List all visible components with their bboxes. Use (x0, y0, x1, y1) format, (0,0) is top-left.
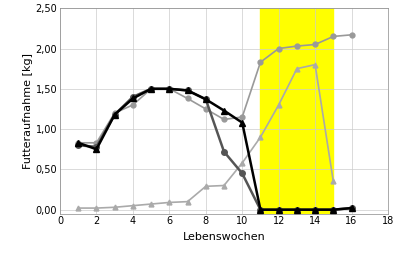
MAT Kontrolle (130, 95, 135, 99)
MAT Versuch (94, 148, 99, 151)
Kraftfutter Versuch (203, 185, 208, 188)
MAT Kontrolle (203, 98, 208, 101)
MAT Versuch (331, 208, 336, 211)
Kraftfutter Versuch (130, 204, 135, 207)
MAT Versuch (349, 206, 354, 210)
Kraftfutter Versuch (94, 206, 99, 210)
Kraftfutter Kontrolle (185, 97, 190, 100)
Kraftfutter Kontrolle (313, 43, 318, 46)
Kraftfutter Versuch (149, 202, 154, 206)
Kraftfutter Versuch (222, 184, 226, 187)
Kraftfutter Kontrolle (294, 44, 299, 48)
X-axis label: Lebenswochen: Lebenswochen (183, 232, 265, 242)
MAT Kontrolle (94, 145, 99, 149)
MAT Versuch (276, 208, 281, 211)
Kraftfutter Versuch (294, 67, 299, 70)
MAT Versuch (149, 87, 154, 90)
Kraftfutter Versuch (112, 206, 117, 209)
Line: MAT Versuch: MAT Versuch (76, 86, 354, 212)
MAT Kontrolle (76, 144, 81, 147)
MAT Versuch (222, 109, 226, 112)
Kraftfutter Kontrolle (94, 141, 99, 144)
Kraftfutter Kontrolle (149, 87, 154, 90)
MAT Versuch (258, 208, 263, 211)
Kraftfutter Kontrolle (349, 33, 354, 36)
Kraftfutter Kontrolle (76, 141, 81, 144)
Kraftfutter Kontrolle (258, 61, 263, 64)
MAT Versuch (167, 87, 172, 90)
Kraftfutter Kontrolle (240, 115, 245, 119)
MAT Kontrolle (112, 113, 117, 116)
Kraftfutter Versuch (167, 201, 172, 204)
Kraftfutter Kontrolle (331, 35, 336, 38)
MAT Versuch (203, 98, 208, 101)
MAT Versuch (313, 208, 318, 211)
MAT Versuch (130, 97, 135, 100)
Kraftfutter Kontrolle (167, 87, 172, 90)
Y-axis label: Futteraufnahme [kg]: Futteraufnahme [kg] (23, 53, 33, 169)
MAT Versuch (240, 121, 245, 124)
Kraftfutter Versuch (276, 103, 281, 107)
Line: Kraftfutter Versuch: Kraftfutter Versuch (76, 62, 336, 210)
Kraftfutter Kontrolle (112, 111, 117, 115)
Kraftfutter Kontrolle (130, 103, 135, 107)
MAT Kontrolle (331, 208, 336, 211)
MAT Kontrolle (149, 87, 154, 90)
MAT Kontrolle (276, 208, 281, 211)
MAT Kontrolle (258, 208, 263, 211)
MAT Kontrolle (313, 208, 318, 211)
MAT Versuch (112, 113, 117, 116)
Kraftfutter Versuch (313, 63, 318, 66)
Bar (260, 8, 333, 214)
MAT Kontrolle (349, 206, 354, 210)
MAT Versuch (294, 208, 299, 211)
Kraftfutter Versuch (185, 200, 190, 203)
MAT Kontrolle (167, 87, 172, 90)
Kraftfutter Kontrolle (203, 107, 208, 111)
MAT Kontrolle (294, 208, 299, 211)
MAT Kontrolle (240, 172, 245, 175)
Kraftfutter Versuch (258, 136, 263, 139)
Line: Kraftfutter Kontrolle: Kraftfutter Kontrolle (76, 32, 354, 145)
Kraftfutter Versuch (240, 161, 245, 165)
Line: MAT Kontrolle: MAT Kontrolle (76, 86, 354, 212)
MAT Versuch (185, 89, 190, 92)
MAT Kontrolle (185, 89, 190, 92)
Kraftfutter Kontrolle (222, 118, 226, 121)
Kraftfutter Kontrolle (276, 47, 281, 50)
Kraftfutter Versuch (76, 206, 81, 210)
Kraftfutter Versuch (331, 180, 336, 183)
MAT Kontrolle (222, 150, 226, 153)
MAT Versuch (76, 141, 81, 144)
